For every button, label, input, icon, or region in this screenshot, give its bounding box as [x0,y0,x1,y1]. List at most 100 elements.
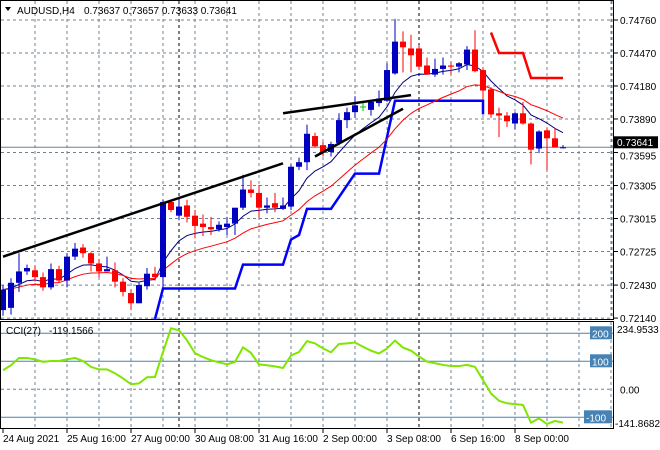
period-separators [178,1,420,428]
candle-body [40,277,46,288]
time-label: 31 Aug 16:00 [259,434,318,445]
candle-body [216,224,222,230]
candle-body [472,49,478,72]
candle [88,252,94,272]
time-label: 3 Sep 08:00 [387,434,441,445]
cci-max-label: 234.9533 [617,325,659,336]
candle-body [232,207,238,224]
candle [440,57,446,75]
ma-slow-line [2,84,564,291]
candle-body [312,136,318,147]
trendline [2,162,284,258]
candle [72,242,78,261]
candle [448,62,454,75]
candle-body [488,89,494,115]
candle [520,101,526,125]
candle-body [256,192,262,208]
candle [488,87,494,118]
triangle-down-icon[interactable] [5,7,11,11]
candle-body [304,133,310,163]
candle-body [520,113,526,124]
price-tick-label: 0.73595 [620,151,657,162]
price-tick-label: 0.72725 [620,248,657,259]
candle-body [400,41,406,48]
candle [32,265,38,282]
price-grid [1,1,614,428]
cci-level-box [590,326,612,340]
candle-body [240,189,246,208]
candle [560,145,566,149]
candle [176,199,182,221]
candle [128,289,134,311]
candle [464,46,470,71]
candle-body [224,223,230,228]
candle [184,199,190,223]
time-label: 8 Sep 00:00 [515,434,569,445]
candle [216,221,222,232]
candle-body [104,269,110,272]
candle [536,130,542,154]
candle [408,34,414,73]
candle-body [80,247,86,254]
candle-body [408,48,414,56]
candle-body [560,147,566,149]
candle-body [184,205,190,217]
trailing-stop-lines [153,32,563,320]
candle-body [424,65,430,75]
candle [392,18,398,75]
candle [400,31,406,73]
candle-body [280,205,286,209]
candle-body [16,271,22,283]
candle-body [440,65,446,69]
candle-body [112,270,118,282]
candle [264,197,270,214]
trendlines[interactable] [2,93,412,258]
cci-zero-label: 0.00 [620,385,640,396]
candle [56,265,62,283]
time-axis[interactable]: 24 Aug 2021 25 Aug 16:00 27 Aug 00:00 30 Au… [2,428,569,445]
candle [528,122,534,165]
candle [120,278,126,297]
candle [40,272,46,291]
candle-body [360,106,366,108]
candle-body [288,166,294,207]
candle [208,216,214,236]
candle [224,216,230,236]
cci-value: -119.1566 [49,326,94,337]
candle [360,103,366,112]
price-axis[interactable]: 0.74760 0.74470 0.74180 0.73890 0.73595 0.733… [614,16,657,325]
ma-fast-line [2,63,564,291]
candle [504,112,510,127]
candle [512,112,518,130]
time-label: 30 Aug 08:00 [195,434,254,445]
candle [312,132,318,148]
candle [256,184,262,218]
candle-body [432,68,438,75]
candle [280,197,286,210]
candle-body [392,41,398,74]
price-tick-label: 0.72430 [620,281,657,292]
candle-body [456,63,462,67]
candle-body [24,268,30,272]
candle [112,262,118,288]
candle [160,199,166,290]
cci-level-box [584,410,612,424]
candle [240,174,246,210]
cci-min-label: -141.8682 [615,419,660,430]
candle [144,268,150,290]
candle [24,264,30,275]
candle-body [416,48,422,67]
cci-axis: 200 100 -100 0.00 234.9533 -141.8682 [584,325,660,430]
symbol-label: AUDUSD,H4 [17,6,75,17]
candle [384,63,390,102]
candle [232,207,238,236]
candle-body [152,273,158,278]
candle-body [8,282,14,308]
candle [424,57,430,75]
candle-body [72,248,78,257]
candle-body [512,113,518,124]
candle-body [504,115,510,122]
price-tick-label: 0.73015 [620,215,657,226]
candle-body [464,49,470,65]
